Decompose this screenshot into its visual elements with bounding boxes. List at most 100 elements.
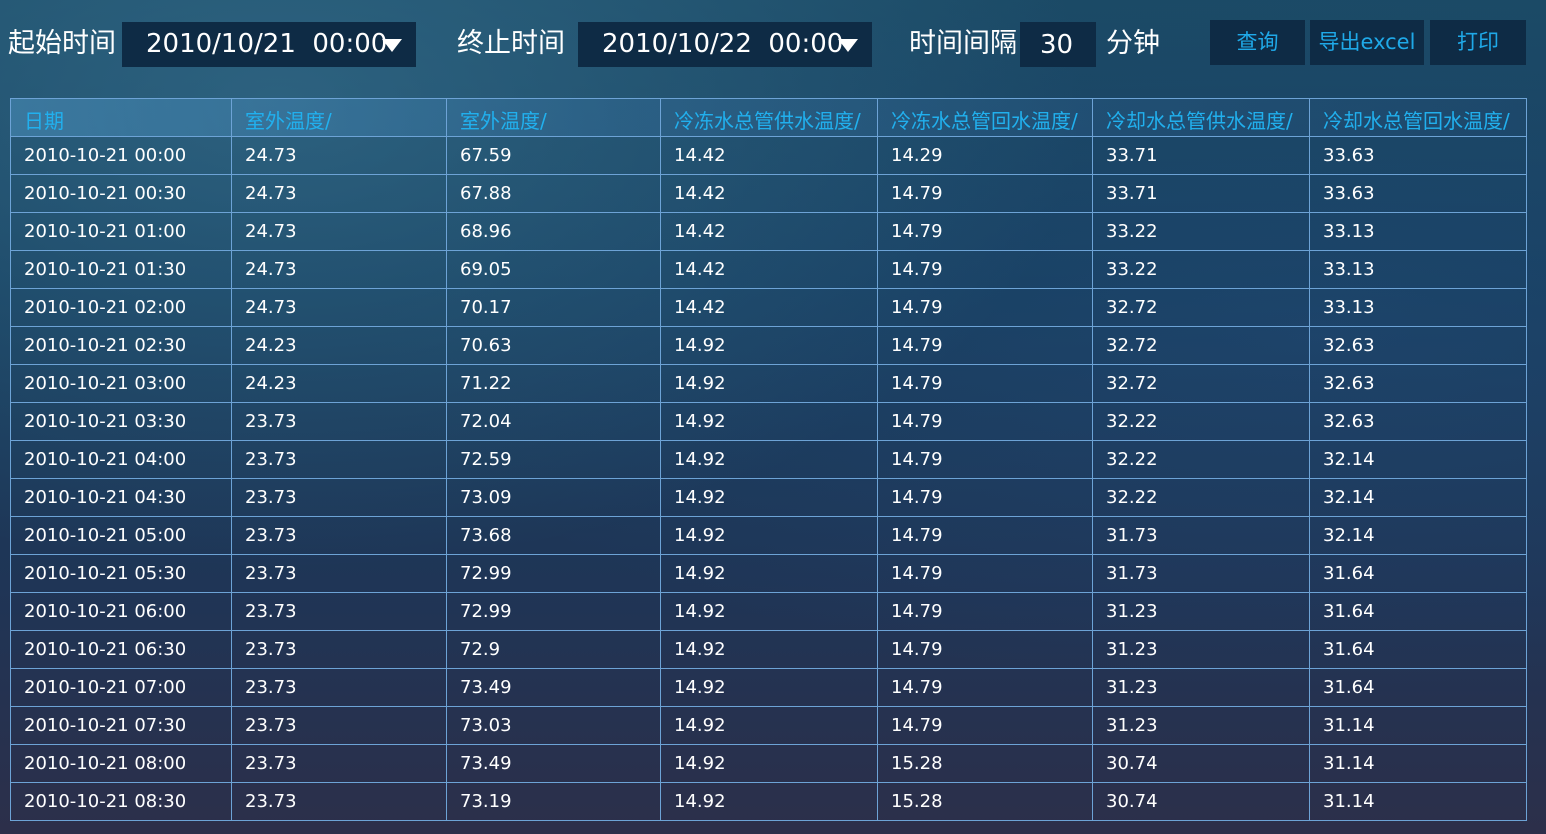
chevron-down-icon[interactable] — [838, 39, 858, 52]
table-row[interactable]: 2010-10-21 08:00 23.73 73.49 14.92 15.28 30.7… — [10, 744, 1527, 783]
cell-outdoor-temp-2: 73.09 — [446, 478, 661, 517]
cell-cooling-return-temp: 31.64 — [1309, 554, 1527, 593]
column-header-date[interactable]: 日期 — [10, 98, 232, 137]
cell-chilled-return-temp: 14.79 — [877, 250, 1093, 289]
cell-date: 2010-10-21 00:00 — [10, 136, 232, 175]
table-row[interactable]: 2010-10-21 00:00 24.73 67.59 14.42 14.29 33.7… — [10, 136, 1527, 175]
table-row[interactable]: 2010-10-21 00:30 24.73 67.88 14.42 14.79 33.7… — [10, 174, 1527, 213]
cell-chilled-supply-temp: 14.42 — [660, 174, 878, 213]
cell-date: 2010-10-21 04:30 — [10, 478, 232, 517]
cell-chilled-supply-temp: 14.42 — [660, 212, 878, 251]
cell-date: 2010-10-21 06:00 — [10, 592, 232, 631]
cell-outdoor-temp-2: 71.22 — [446, 364, 661, 403]
cell-outdoor-temp: 24.73 — [231, 212, 447, 251]
table-row[interactable]: 2010-10-21 05:00 23.73 73.68 14.92 14.79 31.7… — [10, 516, 1527, 555]
cell-chilled-return-temp: 14.79 — [877, 288, 1093, 327]
table-row[interactable]: 2010-10-21 04:30 23.73 73.09 14.92 14.79 32.2… — [10, 478, 1527, 517]
cell-outdoor-temp: 24.73 — [231, 250, 447, 289]
column-header-cooling-supply-temp[interactable]: 冷却水总管供水温度/ — [1092, 98, 1310, 137]
column-header-chilled-supply-temp[interactable]: 冷冻水总管供水温度/ — [660, 98, 878, 137]
table-row[interactable]: 2010-10-21 03:30 23.73 72.04 14.92 14.79 32.2… — [10, 402, 1527, 441]
cell-chilled-supply-temp: 14.92 — [660, 402, 878, 441]
cell-cooling-supply-temp: 31.23 — [1092, 706, 1310, 745]
cell-chilled-supply-temp: 14.92 — [660, 744, 878, 783]
chevron-down-icon[interactable] — [382, 39, 402, 52]
cell-cooling-return-temp: 33.63 — [1309, 136, 1527, 175]
print-button[interactable]: 打印 — [1430, 20, 1526, 65]
query-button[interactable]: 查询 — [1210, 20, 1305, 65]
table-row[interactable]: 2010-10-21 07:30 23.73 73.03 14.92 14.79 31.2… — [10, 706, 1527, 745]
cell-cooling-supply-temp: 32.72 — [1092, 364, 1310, 403]
query-toolbar: 起始时间 2010/10/21 00:00 终止时间 2010/10/22 00… — [0, 20, 1546, 68]
cell-outdoor-temp: 23.73 — [231, 402, 447, 441]
interval-label: 时间间隔 — [909, 28, 1017, 59]
start-time-label: 起始时间 — [8, 28, 116, 59]
column-header-outdoor-temp[interactable]: 室外温度/ — [231, 98, 447, 137]
cell-chilled-return-temp: 14.79 — [877, 630, 1093, 669]
cell-cooling-supply-temp: 31.23 — [1092, 630, 1310, 669]
cell-outdoor-temp: 23.73 — [231, 516, 447, 555]
table-row[interactable]: 2010-10-21 06:00 23.73 72.99 14.92 14.79 31.2… — [10, 592, 1527, 631]
cell-outdoor-temp-2: 72.99 — [446, 554, 661, 593]
cell-outdoor-temp: 23.73 — [231, 668, 447, 707]
end-time-select[interactable]: 2010/10/22 00:00 — [578, 22, 872, 67]
cell-outdoor-temp-2: 73.68 — [446, 516, 661, 555]
column-header-chilled-return-temp[interactable]: 冷冻水总管回水温度/ — [877, 98, 1093, 137]
cell-chilled-return-temp: 14.79 — [877, 402, 1093, 441]
cell-outdoor-temp-2: 72.04 — [446, 402, 661, 441]
cell-cooling-supply-temp: 33.22 — [1092, 212, 1310, 251]
cell-chilled-return-temp: 14.79 — [877, 326, 1093, 365]
cell-chilled-supply-temp: 14.92 — [660, 554, 878, 593]
cell-cooling-supply-temp: 33.71 — [1092, 136, 1310, 175]
cell-chilled-return-temp: 14.79 — [877, 516, 1093, 555]
cell-outdoor-temp: 24.73 — [231, 174, 447, 213]
column-header-outdoor-temp-2[interactable]: 室外温度/ — [446, 98, 661, 137]
table-row[interactable]: 2010-10-21 05:30 23.73 72.99 14.92 14.79 31.7… — [10, 554, 1527, 593]
table-row[interactable]: 2010-10-21 06:30 23.73 72.9 14.92 14.79 31.23… — [10, 630, 1527, 669]
cell-outdoor-temp: 24.23 — [231, 326, 447, 365]
cell-cooling-return-temp: 33.13 — [1309, 212, 1527, 251]
cell-outdoor-temp-2: 73.03 — [446, 706, 661, 745]
cell-cooling-return-temp: 32.63 — [1309, 402, 1527, 441]
start-time-select[interactable]: 2010/10/21 00:00 — [122, 22, 416, 67]
cell-outdoor-temp: 23.73 — [231, 592, 447, 631]
cell-date: 2010-10-21 07:00 — [10, 668, 232, 707]
cell-outdoor-temp: 24.73 — [231, 136, 447, 175]
cell-chilled-return-temp: 14.79 — [877, 212, 1093, 251]
cell-outdoor-temp-2: 68.96 — [446, 212, 661, 251]
cell-cooling-return-temp: 31.64 — [1309, 592, 1527, 631]
cell-cooling-supply-temp: 32.72 — [1092, 288, 1310, 327]
data-table: 日期 室外温度/ 室外温度/ 冷冻水总管供水温度/ 冷冻水总管回水温度/ 冷却水… — [10, 98, 1527, 821]
cell-chilled-supply-temp: 14.42 — [660, 136, 878, 175]
table-row[interactable]: 2010-10-21 01:30 24.73 69.05 14.42 14.79 33.2… — [10, 250, 1527, 289]
cell-chilled-supply-temp: 14.92 — [660, 478, 878, 517]
end-time-label: 终止时间 — [457, 28, 565, 59]
cell-date: 2010-10-21 03:30 — [10, 402, 232, 441]
table-row[interactable]: 2010-10-21 01:00 24.73 68.96 14.42 14.79 33.2… — [10, 212, 1527, 251]
cell-chilled-return-temp: 15.28 — [877, 782, 1093, 821]
table-row[interactable]: 2010-10-21 02:00 24.73 70.17 14.42 14.79 32.7… — [10, 288, 1527, 327]
cell-outdoor-temp: 24.73 — [231, 288, 447, 327]
cell-chilled-supply-temp: 14.92 — [660, 668, 878, 707]
interval-input[interactable] — [1020, 22, 1096, 67]
cell-chilled-supply-temp: 14.92 — [660, 364, 878, 403]
cell-outdoor-temp-2: 67.59 — [446, 136, 661, 175]
table-row[interactable]: 2010-10-21 03:00 24.23 71.22 14.92 14.79 32.7… — [10, 364, 1527, 403]
table-row[interactable]: 2010-10-21 02:30 24.23 70.63 14.92 14.79 32.7… — [10, 326, 1527, 365]
cell-cooling-return-temp: 32.63 — [1309, 364, 1527, 403]
cell-date: 2010-10-21 03:00 — [10, 364, 232, 403]
cell-cooling-supply-temp: 31.73 — [1092, 516, 1310, 555]
cell-chilled-return-temp: 14.79 — [877, 668, 1093, 707]
cell-chilled-return-temp: 14.79 — [877, 174, 1093, 213]
cell-cooling-return-temp: 33.63 — [1309, 174, 1527, 213]
table-row[interactable]: 2010-10-21 08:30 23.73 73.19 14.92 15.28 30.7… — [10, 782, 1527, 821]
table-row[interactable]: 2010-10-21 07:00 23.73 73.49 14.92 14.79 31.2… — [10, 668, 1527, 707]
cell-chilled-supply-temp: 14.92 — [660, 516, 878, 555]
cell-date: 2010-10-21 05:30 — [10, 554, 232, 593]
table-row[interactable]: 2010-10-21 04:00 23.73 72.59 14.92 14.79 32.2… — [10, 440, 1527, 479]
column-header-cooling-return-temp[interactable]: 冷却水总管回水温度/ — [1309, 98, 1527, 137]
cell-cooling-return-temp: 32.14 — [1309, 516, 1527, 555]
export-excel-button[interactable]: 导出excel — [1310, 20, 1424, 65]
cell-outdoor-temp-2: 73.49 — [446, 668, 661, 707]
cell-cooling-supply-temp: 32.72 — [1092, 326, 1310, 365]
